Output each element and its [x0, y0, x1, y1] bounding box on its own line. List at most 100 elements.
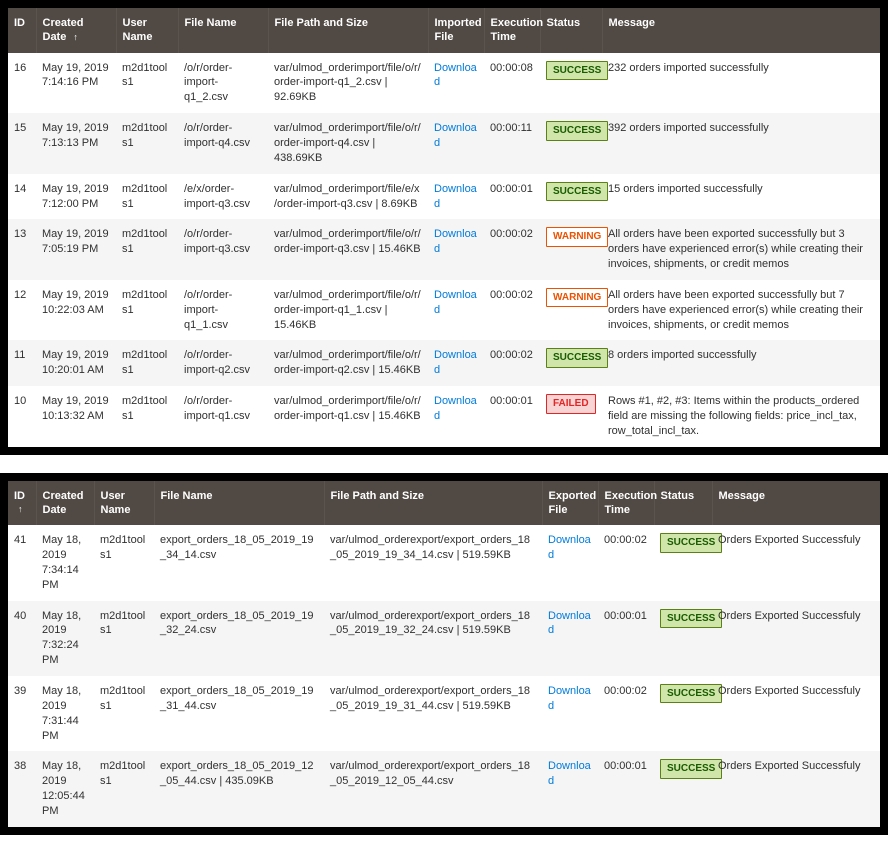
cell-user-name: m2d1tools1 [116, 386, 178, 447]
cell-status: SUCCESS [654, 751, 712, 826]
col-dl-label: Imported File [435, 17, 482, 43]
cell-created-date: May 19, 2019 7:14:16 PM [36, 53, 116, 114]
col-imported-file[interactable]: Imported File [428, 8, 484, 53]
cell-message: Orders Exported Successfuly [712, 525, 880, 600]
cell-exec-time: 00:00:02 [484, 219, 540, 280]
download-link[interactable]: Download [434, 122, 477, 149]
table-row[interactable]: 15May 19, 2019 7:13:13 PMm2d1tools1/o/r/… [8, 113, 880, 174]
cell-created-date: May 18, 2019 7:32:24 PM [36, 601, 94, 676]
cell-exec-time: 00:00:11 [484, 113, 540, 174]
cell-message: 15 orders imported successfully [602, 174, 880, 220]
download-link[interactable]: Download [548, 534, 591, 561]
cell-download: Download [428, 386, 484, 447]
table-row[interactable]: 41May 18, 2019 7:34:14 PMm2d1tools1expor… [8, 525, 880, 600]
status-badge: SUCCESS [546, 348, 608, 368]
import-log-panel: ID Created Date ↑ User Name File Name Fi… [0, 0, 888, 455]
cell-created-date: May 19, 2019 7:13:13 PM [36, 113, 116, 174]
col-status[interactable]: Status [654, 481, 712, 526]
cell-user-name: m2d1tools1 [116, 113, 178, 174]
cell-id: 38 [8, 751, 36, 826]
col-exec-label: Execution Time [491, 17, 544, 43]
status-badge: SUCCESS [660, 533, 722, 553]
table-row[interactable]: 13May 19, 2019 7:05:19 PMm2d1tools1/o/r/… [8, 219, 880, 280]
table-row[interactable]: 11May 19, 2019 10:20:01 AMm2d1tools1/o/r… [8, 340, 880, 386]
table-row[interactable]: 10May 19, 2019 10:13:32 AMm2d1tools1/o/r… [8, 386, 880, 447]
status-badge: FAILED [546, 394, 596, 414]
cell-message: All orders have been exported successful… [602, 219, 880, 280]
col-id[interactable]: ID [8, 8, 36, 53]
cell-id: 16 [8, 53, 36, 114]
cell-message: Orders Exported Successfuly [712, 601, 880, 676]
cell-status: SUCCESS [654, 601, 712, 676]
col-file-path[interactable]: File Path and Size [268, 8, 428, 53]
cell-created-date: May 19, 2019 10:22:03 AM [36, 280, 116, 341]
col-fname-label: File Name [185, 17, 237, 29]
cell-exec-time: 00:00:02 [598, 525, 654, 600]
download-link[interactable]: Download [548, 685, 591, 712]
sort-ascending-icon: ↑ [73, 32, 78, 44]
table-row[interactable]: 39May 18, 2019 7:31:44 PMm2d1tools1expor… [8, 676, 880, 751]
col-status-label: Status [661, 490, 695, 502]
cell-download: Download [428, 113, 484, 174]
col-exported-file[interactable]: Exported File [542, 481, 598, 526]
cell-file-path: var/ulmod_orderimport/file/o/r/order-imp… [268, 53, 428, 114]
cell-message: 8 orders imported successfully [602, 340, 880, 386]
cell-id: 15 [8, 113, 36, 174]
download-link[interactable]: Download [434, 62, 477, 89]
cell-exec-time: 00:00:02 [598, 676, 654, 751]
cell-exec-time: 00:00:02 [484, 280, 540, 341]
cell-id: 13 [8, 219, 36, 280]
cell-file-name: /o/r/order-import-q1.csv [178, 386, 268, 447]
export-log-table: ID ↑ Created Date User Name File Name Fi… [8, 481, 880, 827]
col-exec-label: Execution Time [605, 490, 658, 516]
col-status[interactable]: Status [540, 8, 602, 53]
col-user-label: User Name [101, 490, 131, 516]
table-row[interactable]: 12May 19, 2019 10:22:03 AMm2d1tools1/o/r… [8, 280, 880, 341]
cell-file-name: export_orders_18_05_2019_19_32_24.csv [154, 601, 324, 676]
cell-status: WARNING [540, 280, 602, 341]
col-created-date[interactable]: Created Date [36, 481, 94, 526]
cell-download: Download [428, 174, 484, 220]
cell-status: SUCCESS [540, 53, 602, 114]
col-file-name[interactable]: File Name [154, 481, 324, 526]
download-link[interactable]: Download [434, 395, 477, 422]
col-id[interactable]: ID ↑ [8, 481, 36, 526]
cell-created-date: May 18, 2019 7:34:14 PM [36, 525, 94, 600]
table-row[interactable]: 14May 19, 2019 7:12:00 PMm2d1tools1/e/x/… [8, 174, 880, 220]
col-file-name[interactable]: File Name [178, 8, 268, 53]
cell-file-path: var/ulmod_orderimport/file/o/r/order-imp… [268, 113, 428, 174]
col-created-label: Created Date [43, 490, 84, 516]
col-user-name[interactable]: User Name [116, 8, 178, 53]
download-link[interactable]: Download [548, 760, 591, 787]
download-link[interactable]: Download [548, 610, 591, 637]
col-user-name[interactable]: User Name [94, 481, 154, 526]
table-row[interactable]: 38May 18, 2019 12:05:44 PMm2d1tools1expo… [8, 751, 880, 826]
cell-message: Orders Exported Successfuly [712, 751, 880, 826]
col-message[interactable]: Message [602, 8, 880, 53]
col-exec-time[interactable]: Execution Time [598, 481, 654, 526]
cell-file-path: var/ulmod_orderimport/file/e/x/order-imp… [268, 174, 428, 220]
table-row[interactable]: 40May 18, 2019 7:32:24 PMm2d1tools1expor… [8, 601, 880, 676]
cell-status: SUCCESS [654, 525, 712, 600]
col-file-path[interactable]: File Path and Size [324, 481, 542, 526]
download-link[interactable]: Download [434, 183, 477, 210]
download-link[interactable]: Download [434, 228, 477, 255]
download-link[interactable]: Download [434, 349, 477, 376]
export-log-panel: ID ↑ Created Date User Name File Name Fi… [0, 473, 888, 835]
download-link[interactable]: Download [434, 289, 477, 316]
col-msg-label: Message [609, 17, 655, 29]
cell-exec-time: 00:00:01 [598, 751, 654, 826]
cell-file-path: var/ulmod_orderexport/export_orders_18_0… [324, 601, 542, 676]
cell-file-name: /e/x/order-import-q3.csv [178, 174, 268, 220]
table-header-row: ID ↑ Created Date User Name File Name Fi… [8, 481, 880, 526]
cell-file-name: /o/r/order-import-q3.csv [178, 219, 268, 280]
sort-ascending-icon: ↑ [18, 504, 23, 516]
col-path-label: File Path and Size [331, 490, 425, 502]
col-created-date[interactable]: Created Date ↑ [36, 8, 116, 53]
col-message[interactable]: Message [712, 481, 880, 526]
cell-user-name: m2d1tools1 [116, 280, 178, 341]
cell-file-path: var/ulmod_orderexport/export_orders_18_0… [324, 676, 542, 751]
col-exec-time[interactable]: Execution Time [484, 8, 540, 53]
table-row[interactable]: 16May 19, 2019 7:14:16 PMm2d1tools1/o/r/… [8, 53, 880, 114]
import-log-table: ID Created Date ↑ User Name File Name Fi… [8, 8, 880, 447]
